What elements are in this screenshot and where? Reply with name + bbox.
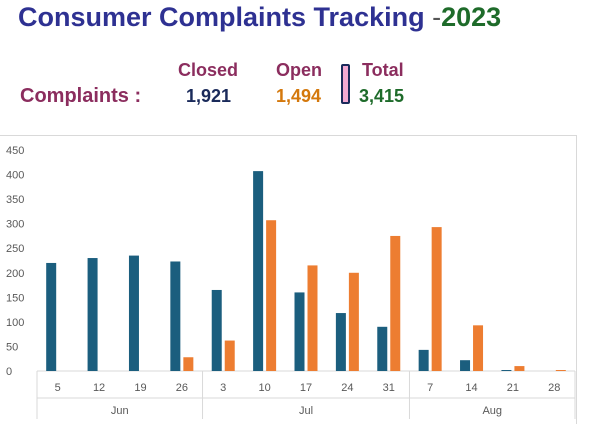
page-title: Consumer Complaints Tracking -2023 [18, 2, 501, 33]
chart-frame [0, 135, 577, 424]
title-dash: - [432, 2, 442, 32]
bar-closed [128, 255, 139, 371]
group-label: Aug [482, 405, 502, 417]
kpi-separator [341, 64, 350, 104]
title-text: Consumer Complaints Tracking [18, 2, 425, 32]
open-value: 1,494 [276, 86, 322, 106]
total-header: Total [362, 60, 404, 80]
y-tick-label: 150 [6, 292, 24, 304]
y-tick-label: 250 [6, 243, 24, 255]
bar-closed [335, 313, 346, 371]
bar-closed [170, 261, 181, 371]
bar-closed [294, 292, 305, 371]
bar-open [473, 325, 484, 371]
bar-open [555, 370, 566, 371]
bar-closed [501, 370, 512, 371]
open-header: Open [276, 60, 323, 80]
x-tick-label: 26 [176, 382, 188, 394]
y-tick-label: 300 [6, 219, 24, 231]
bar-open [431, 227, 442, 371]
bar-open [183, 357, 194, 371]
complaints-label: Complaints : [20, 85, 142, 107]
y-tick-label: 350 [6, 194, 24, 206]
bar-open [224, 340, 235, 371]
bar-open [307, 265, 318, 371]
y-tick-label: 400 [6, 170, 24, 182]
x-tick-label: 7 [427, 382, 433, 394]
y-tick-label: 450 [6, 145, 24, 157]
bar-open [266, 220, 277, 371]
bar-closed [87, 258, 98, 371]
x-tick-label: 28 [548, 382, 560, 394]
complaints-chart: 0 50 100 150 200 250 300 350 400 450 5 12 19 26 3 10 17 2… [6, 145, 576, 419]
bar-closed [418, 349, 429, 371]
group-label: Jun [111, 405, 129, 417]
bar-closed [460, 360, 471, 371]
y-tick-label: 50 [6, 341, 18, 353]
title-year: 2023 [441, 2, 502, 32]
x-tick-label: 19 [134, 382, 146, 394]
y-tick-label: 0 [6, 366, 12, 378]
bar-closed [211, 289, 222, 371]
closed-value: 1,921 [186, 86, 232, 106]
x-tick-label: 12 [93, 382, 105, 394]
bar-closed [46, 262, 57, 371]
bar-open [348, 272, 359, 371]
bar-open [390, 235, 401, 371]
x-tick-label: 14 [465, 382, 477, 394]
x-tick-label: 5 [55, 382, 61, 394]
bar-closed [253, 171, 264, 371]
x-tick-label: 21 [507, 382, 519, 394]
x-tick-label: 24 [341, 382, 353, 394]
closed-header: Closed [178, 60, 239, 80]
y-tick-label: 100 [6, 317, 24, 329]
bar-closed [377, 326, 388, 371]
group-label: Jul [299, 405, 313, 417]
x-tick-label: 3 [220, 382, 226, 394]
y-tick-label: 200 [6, 268, 24, 280]
total-value: 3,415 [359, 86, 405, 106]
bar-open [514, 366, 525, 371]
x-tick-label: 10 [258, 382, 270, 394]
x-tick-label: 31 [383, 382, 395, 394]
x-tick-label: 17 [300, 382, 312, 394]
